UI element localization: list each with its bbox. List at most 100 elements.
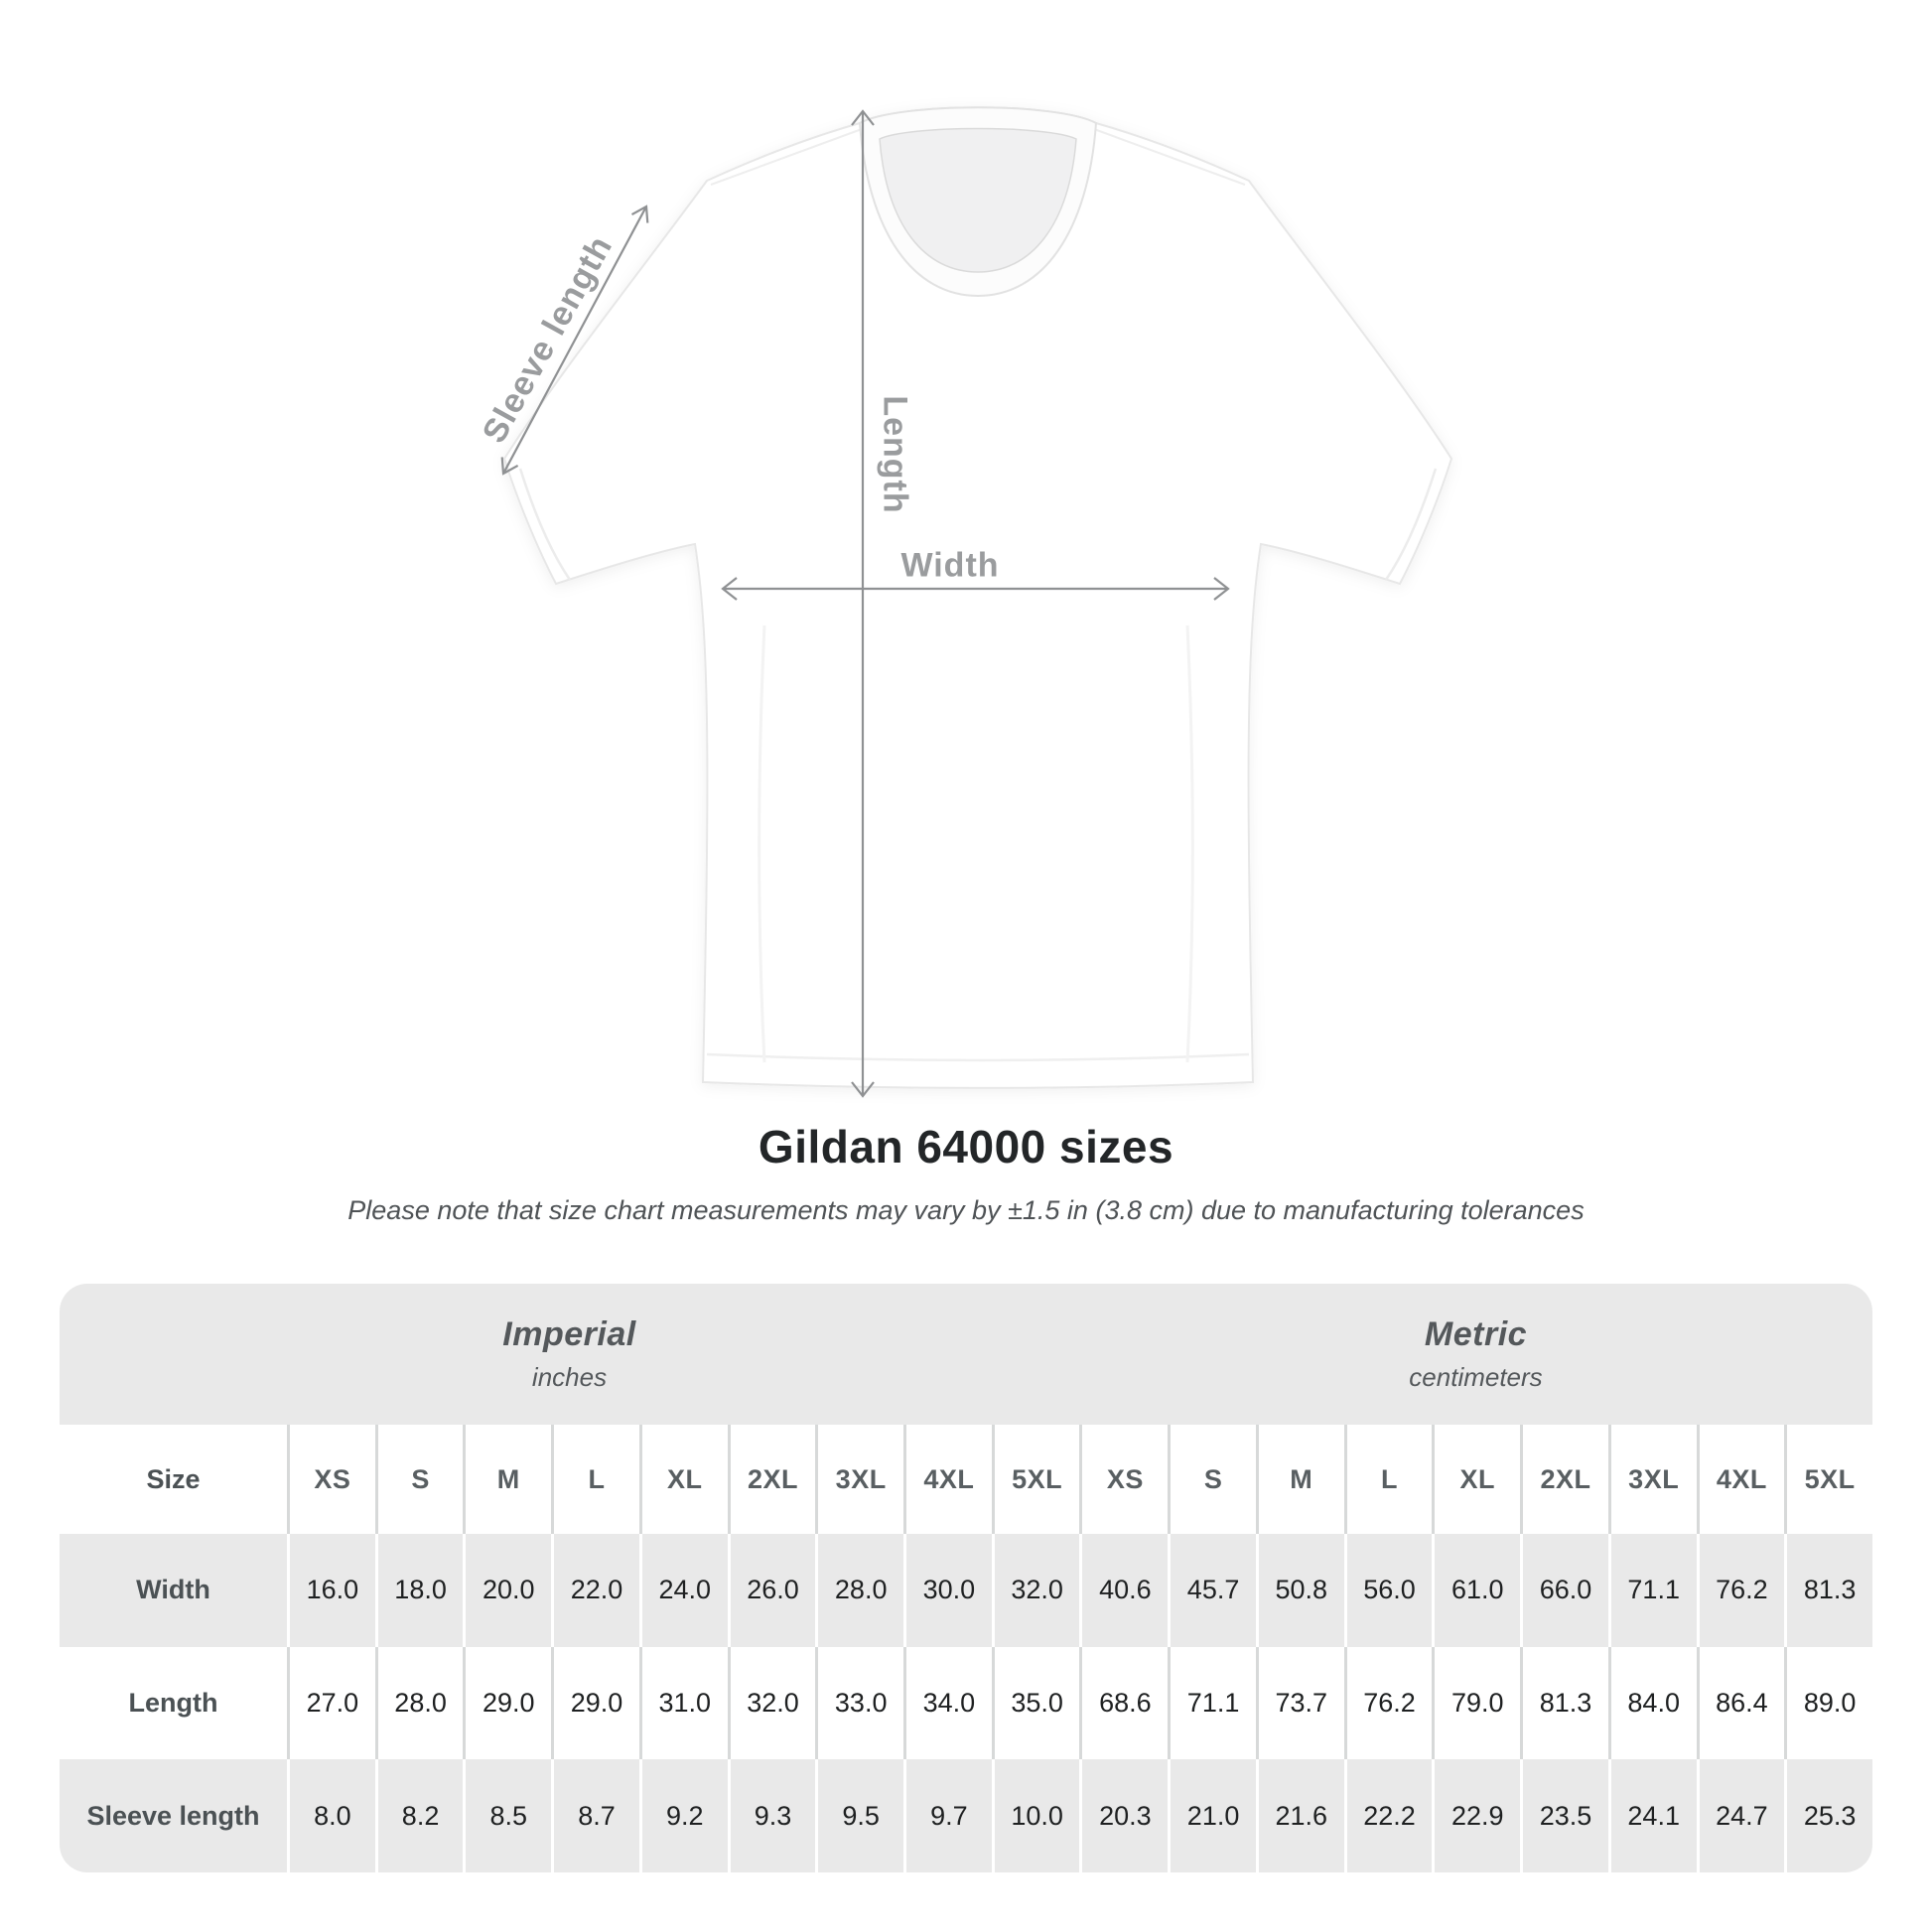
measurement-row: Sleeve length 8.0 8.2 8.5 8.7 9.2 9.3 9.5 9.7 10.… — [60, 1759, 1872, 1872]
measurement-value: 24.0 — [638, 1534, 728, 1647]
measurement-value: 71.1 — [1607, 1534, 1697, 1647]
measurement-value: 32.0 — [727, 1646, 816, 1760]
measurement-value: 18.0 — [374, 1534, 464, 1647]
unit-header-row: Imperial inches Metric centimeters — [60, 1284, 1872, 1425]
width-annotation-label: Width — [900, 546, 1000, 585]
measurement-value: 32.0 — [991, 1534, 1080, 1647]
imperial-header-label: Imperial — [502, 1315, 636, 1353]
measurement-value: 76.2 — [1696, 1534, 1785, 1647]
measurement-value: 26.0 — [727, 1534, 816, 1647]
imperial-header: Imperial inches — [60, 1284, 1079, 1425]
measurement-value: 9.7 — [903, 1759, 992, 1872]
size-header-cell: 5XL — [991, 1425, 1080, 1534]
measurement-value: 22.0 — [551, 1534, 639, 1647]
measurement-row: Width 16.0 18.0 20.0 22.0 24.0 26.0 28.0 30.0 32.… — [60, 1534, 1872, 1647]
measurement-arrows — [500, 109, 1230, 1098]
size-column-header: Size — [146, 1463, 201, 1494]
measurement-value: 24.7 — [1696, 1759, 1785, 1872]
measurement-value: 84.0 — [1607, 1646, 1697, 1760]
measurement-value: 35.0 — [991, 1646, 1080, 1760]
row-label: Width — [136, 1575, 210, 1605]
measurement-value: 61.0 — [1432, 1534, 1520, 1647]
size-header-cell: 4XL — [903, 1425, 992, 1534]
heading: Gildan 64000 sizes Please note that size… — [0, 1120, 1932, 1226]
metric-header-label: Metric — [1424, 1315, 1528, 1353]
measurement-value: 20.0 — [463, 1534, 551, 1647]
size-header-cell: XL — [1432, 1425, 1520, 1534]
measurement-value: 9.2 — [638, 1759, 728, 1872]
size-header-row: Size XS S M L XL 2XL 3XL 4XL 5XL XS S M L XL 2XL 3XL 4XL… — [60, 1425, 1872, 1534]
measurement-value: 9.3 — [727, 1759, 816, 1872]
size-header-cell: 3XL — [1607, 1425, 1697, 1534]
measurement-value: 8.7 — [551, 1759, 639, 1872]
imperial-header-unit: inches — [531, 1362, 608, 1392]
measurement-value: 8.2 — [374, 1759, 464, 1872]
measurement-value: 29.0 — [551, 1646, 639, 1760]
measurement-value: 8.5 — [463, 1759, 551, 1872]
measurement-value: 22.9 — [1432, 1759, 1520, 1872]
measurement-value: 76.2 — [1343, 1646, 1433, 1760]
measurement-value: 16.0 — [287, 1534, 375, 1647]
measurement-value: 81.3 — [1520, 1646, 1608, 1760]
measurement-value: 56.0 — [1343, 1534, 1433, 1647]
measurement-value: 30.0 — [903, 1534, 992, 1647]
size-header-cell: 2XL — [1520, 1425, 1608, 1534]
measurement-value: 28.0 — [815, 1534, 903, 1647]
size-header-cell: M — [463, 1425, 551, 1534]
size-header-cell: 3XL — [815, 1425, 903, 1534]
size-header-cell: M — [1255, 1425, 1344, 1534]
sleeve-length-arrow — [500, 205, 649, 476]
size-header-cell: 4XL — [1696, 1425, 1785, 1534]
measurement-value: 34.0 — [903, 1646, 992, 1760]
measurement-value: 73.7 — [1255, 1646, 1344, 1760]
row-label: Length — [128, 1688, 218, 1718]
tolerance-note: Please note that size chart measurements… — [347, 1195, 1585, 1225]
measurement-value: 21.0 — [1168, 1759, 1256, 1872]
measurement-value: 79.0 — [1432, 1646, 1520, 1760]
measurement-row: Length 27.0 28.0 29.0 29.0 31.0 32.0 33.0 34.0 35… — [60, 1646, 1872, 1760]
measurement-value: 45.7 — [1168, 1534, 1256, 1647]
measurement-value: 27.0 — [287, 1646, 375, 1760]
measurement-value: 68.6 — [1079, 1646, 1168, 1760]
measurement-value: 24.1 — [1607, 1759, 1697, 1872]
size-header-cell: XL — [638, 1425, 728, 1534]
measurement-value: 40.6 — [1079, 1534, 1168, 1647]
size-header-cell: XS — [287, 1425, 375, 1534]
measurement-value: 9.5 — [815, 1759, 903, 1872]
measurement-value: 66.0 — [1520, 1534, 1608, 1647]
measurement-value: 29.0 — [463, 1646, 551, 1760]
tshirt-measurement-diagram: Sleeve length Length Width — [476, 106, 1453, 1098]
measurement-value: 71.1 — [1168, 1646, 1256, 1760]
length-arrow — [851, 109, 875, 1098]
measurement-value: 20.3 — [1079, 1759, 1168, 1872]
measurement-value: 8.0 — [287, 1759, 375, 1872]
measurement-value: 10.0 — [991, 1759, 1080, 1872]
measurement-value: 21.6 — [1255, 1759, 1344, 1872]
row-label: Sleeve length — [86, 1800, 260, 1831]
size-header-cell: XS — [1079, 1425, 1168, 1534]
measurement-value: 22.2 — [1343, 1759, 1433, 1872]
size-header-cell: S — [1168, 1425, 1256, 1534]
page-title: Gildan 64000 sizes — [758, 1121, 1174, 1173]
metric-header-unit: centimeters — [1409, 1362, 1543, 1392]
metric-header: Metric centimeters — [1079, 1284, 1872, 1425]
tshirt-illustration — [500, 106, 1453, 1098]
length-annotation-label: Length — [876, 395, 914, 514]
neck-opening — [879, 127, 1077, 273]
size-header-cell: L — [551, 1425, 639, 1534]
measurement-value: 81.3 — [1784, 1534, 1872, 1647]
size-table: Imperial inches Metric centimeters Size … — [60, 1284, 1872, 1872]
measurement-value: 86.4 — [1696, 1646, 1785, 1760]
measurement-value: 89.0 — [1784, 1646, 1872, 1760]
measurement-value: 25.3 — [1784, 1759, 1872, 1872]
measurement-value: 28.0 — [374, 1646, 464, 1760]
size-header-cell: 5XL — [1784, 1425, 1872, 1534]
tshirt-shape — [502, 106, 1453, 1089]
measurement-value: 50.8 — [1255, 1534, 1344, 1647]
width-arrow — [721, 577, 1230, 601]
size-header-cell: L — [1343, 1425, 1433, 1534]
size-header-cell: S — [374, 1425, 464, 1534]
measurement-value: 33.0 — [815, 1646, 903, 1760]
measurement-value: 31.0 — [638, 1646, 728, 1760]
measurement-value: 23.5 — [1520, 1759, 1608, 1872]
